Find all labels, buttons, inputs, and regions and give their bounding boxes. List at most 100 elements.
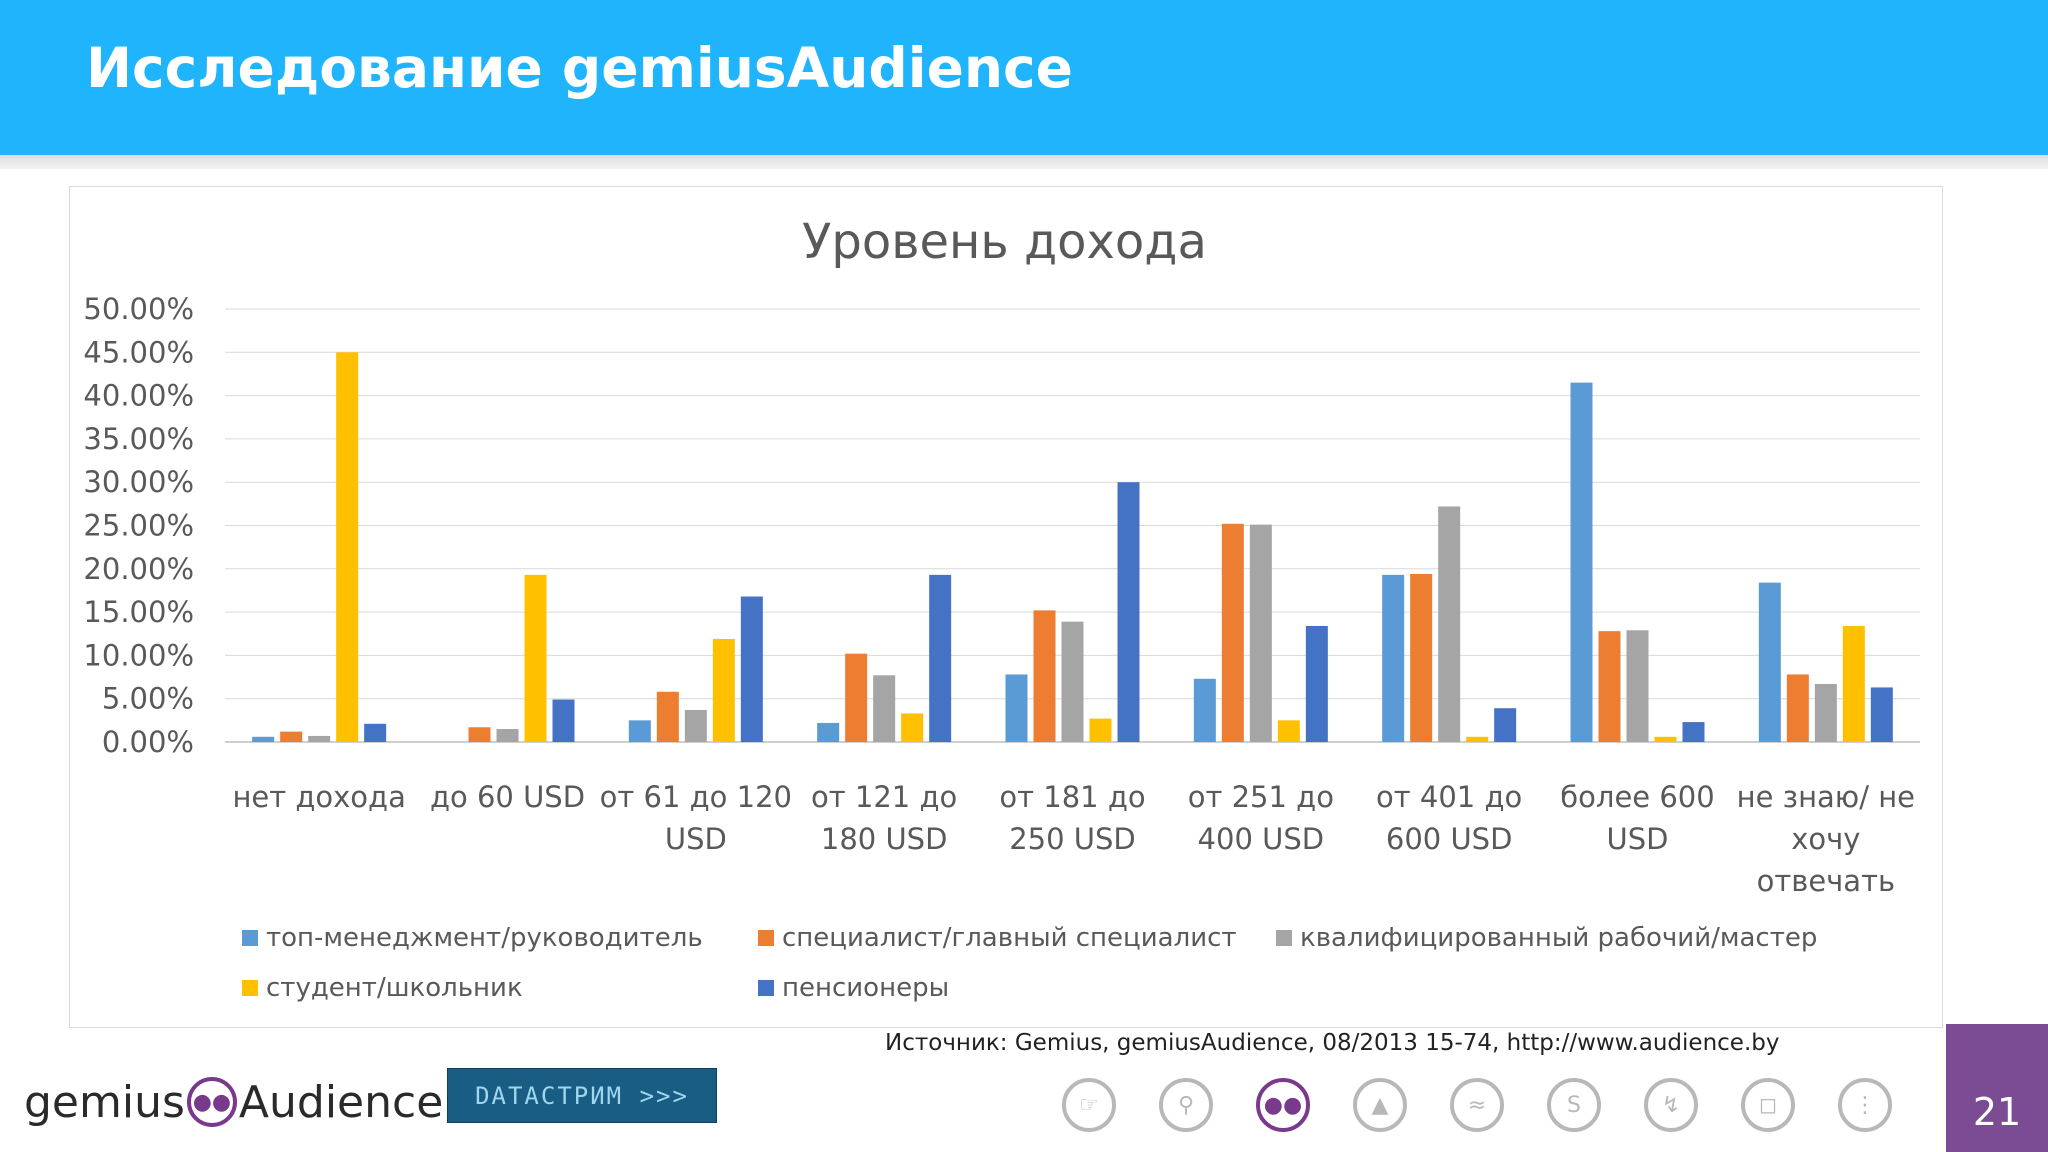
bar (873, 675, 896, 742)
audience-people-icon[interactable]: ●● (1256, 1078, 1310, 1132)
legend-swatch (758, 980, 774, 996)
bar (280, 731, 303, 742)
bar (1654, 736, 1677, 742)
bar (712, 638, 735, 742)
y-tick-label: 45.00% (83, 335, 194, 369)
y-tick-label: 15.00% (83, 595, 194, 629)
bar (901, 713, 924, 742)
bar (1061, 621, 1084, 742)
bar (684, 709, 707, 742)
y-tick-label: 25.00% (83, 509, 194, 543)
bar (1494, 708, 1517, 742)
bar (1814, 683, 1837, 742)
bar (1842, 625, 1865, 742)
bar (1005, 674, 1028, 742)
bar (496, 729, 519, 742)
bar (468, 727, 491, 742)
bar (1249, 524, 1272, 742)
y-tick-label: 10.00% (83, 638, 194, 672)
bar (1117, 482, 1140, 742)
bar (1870, 687, 1893, 742)
x-tick-label: от 251 до (1188, 780, 1334, 814)
x-tick-label: USD (665, 822, 727, 856)
x-tick-label: до 60 USD (430, 780, 585, 814)
bar (364, 723, 387, 742)
bar (1758, 582, 1781, 742)
y-tick-label: 5.00% (102, 682, 194, 716)
bar (1033, 610, 1056, 742)
bar (1193, 678, 1216, 742)
legend-swatch (242, 930, 258, 946)
x-tick-label: отвечать (1757, 864, 1895, 898)
bar (1438, 506, 1461, 742)
x-tick-label: 250 USD (1009, 822, 1136, 856)
bar (308, 735, 331, 742)
header-divider (0, 155, 2048, 169)
bar (845, 653, 868, 742)
legend-label: студент/школьник (266, 973, 523, 1003)
datastream-partner-button[interactable]: DATACTPИM >>> (447, 1068, 717, 1123)
legend-label: пенсионеры (782, 973, 949, 1003)
legend-label: квалифицированный рабочий/мастер (1300, 923, 1817, 953)
legend-swatch (1276, 930, 1292, 946)
x-tick-label: хочу (1791, 822, 1860, 856)
bar (628, 720, 651, 742)
source-note: Источник: Gemius, gemiusAudience, 08/201… (885, 1030, 1780, 1056)
section-nav-icons: ☞ ⚲ ●● ▲ ≈ S ↯ ◻ ⋮ (1062, 1078, 1922, 1134)
bar (929, 574, 952, 742)
y-tick-label: 50.00% (83, 292, 194, 326)
chart-frame (69, 186, 1943, 1028)
bar (1570, 382, 1593, 742)
x-tick-label: нет дохода (232, 780, 405, 814)
bar (817, 722, 840, 742)
page-title: Исследование gemiusAudience (86, 36, 1073, 100)
bar (552, 699, 575, 742)
legend-swatch (242, 980, 258, 996)
bar (336, 352, 359, 742)
chart-title: Уровень дохода (802, 214, 1207, 270)
legend-label: специалист/главный специалист (782, 923, 1237, 953)
x-tick-label: от 61 до 120 (600, 780, 792, 814)
legend-label: топ-менеджмент/руководитель (266, 923, 703, 953)
x-tick-label: от 121 до (811, 780, 957, 814)
income-bar-chart: Уровень дохода 0.00% 5.00% 10.00% 15.00% 20.0… (83, 214, 1920, 1003)
pointer-hand-icon[interactable]: ☞ (1062, 1078, 1116, 1132)
y-tick-label: 0.00% (102, 725, 194, 759)
location-pin-icon[interactable]: ⚲ (1159, 1078, 1213, 1132)
y-tick-label: 40.00% (83, 379, 194, 413)
bar (1382, 574, 1405, 742)
x-tick-label: 180 USD (821, 822, 948, 856)
bar (1277, 720, 1300, 742)
x-tick-label: от 181 до (999, 780, 1145, 814)
triangle-tent-icon[interactable]: ▲ (1353, 1078, 1407, 1132)
x-tick-label: 600 USD (1386, 822, 1513, 856)
leaf-s-icon[interactable]: S (1547, 1078, 1601, 1132)
gemius-audience-logo[interactable]: gemius ●● Audience (24, 1072, 443, 1132)
traffic-light-icon[interactable]: ⋮ (1838, 1078, 1892, 1132)
bar (1305, 625, 1328, 742)
logo-text-right: Audience (238, 1076, 444, 1128)
y-tick-label: 30.00% (83, 465, 194, 499)
header-bar: Исследование gemiusAudience (0, 0, 2048, 155)
bar (1682, 722, 1705, 742)
bar (1089, 718, 1112, 742)
logo-text-left: gemius (24, 1076, 185, 1128)
audience-people-icon: ●● (186, 1077, 237, 1127)
bar (1598, 631, 1621, 742)
bar (252, 736, 275, 742)
bar (1410, 573, 1433, 742)
bar (1221, 523, 1244, 742)
x-tick-label: не знаю/ не (1737, 780, 1915, 814)
bar (1626, 630, 1649, 742)
bar (656, 691, 679, 742)
x-tick-label: от 401 до (1376, 780, 1522, 814)
x-tick-label: более 600 (1560, 780, 1714, 814)
x-tick-label: 400 USD (1198, 822, 1325, 856)
legend-swatch (758, 930, 774, 946)
cart-icon[interactable]: ◻ (1741, 1078, 1795, 1132)
bar (740, 596, 763, 742)
bar (524, 574, 547, 742)
y-tick-label: 20.00% (83, 552, 194, 586)
lightning-icon[interactable]: ↯ (1644, 1078, 1698, 1132)
wifi-signal-icon[interactable]: ≈ (1450, 1078, 1504, 1132)
